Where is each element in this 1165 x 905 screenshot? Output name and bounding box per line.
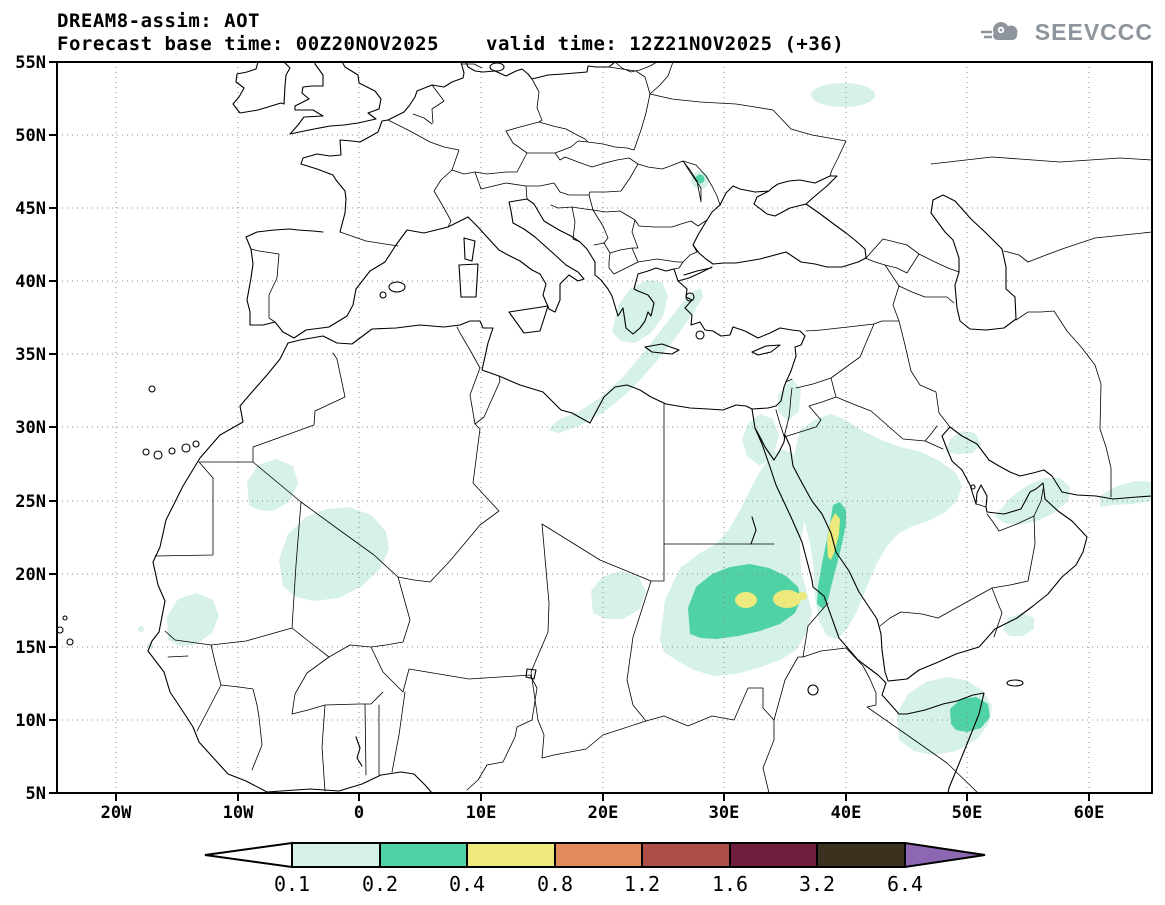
- lat-label-30n: 30N: [15, 418, 46, 438]
- lon-label-30e: 30E: [709, 803, 740, 823]
- logo-text: SEEVCCC: [1034, 18, 1153, 45]
- colorbar-bin-5: [729, 842, 818, 868]
- colorbar: 0.1 0.2 0.4 0.8 1.2 1.6 3.2 6.4: [204, 841, 986, 896]
- lon-label-60e: 60E: [1074, 803, 1105, 823]
- lon-label-10w: 10W: [223, 803, 254, 823]
- lat-label-5n: 5N: [26, 784, 46, 804]
- cloud-icon: [980, 22, 1018, 40]
- seevccc-logo: SEEVCCC: [979, 16, 1153, 48]
- colorbar-bin-4: [641, 842, 731, 868]
- graticule: [57, 62, 1152, 793]
- valid-time-label: valid time: 12Z21NOV2025 (+36): [486, 33, 845, 55]
- colorbar-bin-0: [291, 842, 381, 868]
- country-borders: [154, 62, 1152, 793]
- aot-shading-level-1: [138, 83, 1152, 755]
- colorbar-bin-3: [554, 842, 643, 868]
- colorbar-label-1: 0.2: [362, 872, 398, 896]
- lat-label-50n: 50N: [15, 126, 46, 146]
- lat-label-15n: 15N: [15, 638, 46, 658]
- lat-label-20n: 20N: [15, 565, 46, 585]
- lat-label-45n: 45N: [15, 199, 46, 219]
- lat-label-10n: 10N: [15, 711, 46, 731]
- colorbar-bin-2: [466, 842, 556, 868]
- aot-shading-level-3: [735, 513, 840, 608]
- lat-label-55n: 55N: [15, 53, 46, 73]
- colorbar-bin-1: [379, 842, 468, 868]
- coastlines: [57, 62, 1152, 793]
- colorbar-label-0: 0.1: [274, 872, 310, 896]
- colorbar-label-2: 0.4: [449, 872, 485, 896]
- lon-label-50e: 50E: [952, 803, 983, 823]
- lon-label-20w: 20W: [101, 803, 132, 823]
- axis-ticks: [49, 61, 1090, 801]
- lon-label-0: 0: [354, 803, 364, 823]
- colorbar-bin-6: [816, 842, 906, 868]
- lat-label-35n: 35N: [15, 345, 46, 365]
- lat-label-25n: 25N: [15, 492, 46, 512]
- base-time-label: Forecast base time: 00Z20NOV2025: [57, 33, 440, 55]
- lon-label-20e: 20E: [588, 803, 619, 823]
- lon-label-10e: 10E: [466, 803, 497, 823]
- colorbar-label-6: 3.2: [799, 872, 835, 896]
- lon-axis: 20W 10W 0 10E 20E 30E 40E 50E 60E: [101, 803, 1105, 823]
- lon-label-40e: 40E: [831, 803, 862, 823]
- lat-axis: 55N 50N 45N 40N 35N 30N 25N 20N 15N 10N …: [15, 53, 46, 804]
- colorbar-under-arrow: [204, 841, 293, 869]
- colorbar-label-4: 1.2: [624, 872, 660, 896]
- colorbar-over-arrow: [904, 841, 986, 869]
- colorbar-label-5: 1.6: [712, 872, 748, 896]
- product-title: DREAM8-assim: AOT: [57, 10, 260, 32]
- colorbar-label-7: 6.4: [887, 872, 923, 896]
- lat-label-40n: 40N: [15, 272, 46, 292]
- colorbar-label-3: 0.8: [537, 872, 573, 896]
